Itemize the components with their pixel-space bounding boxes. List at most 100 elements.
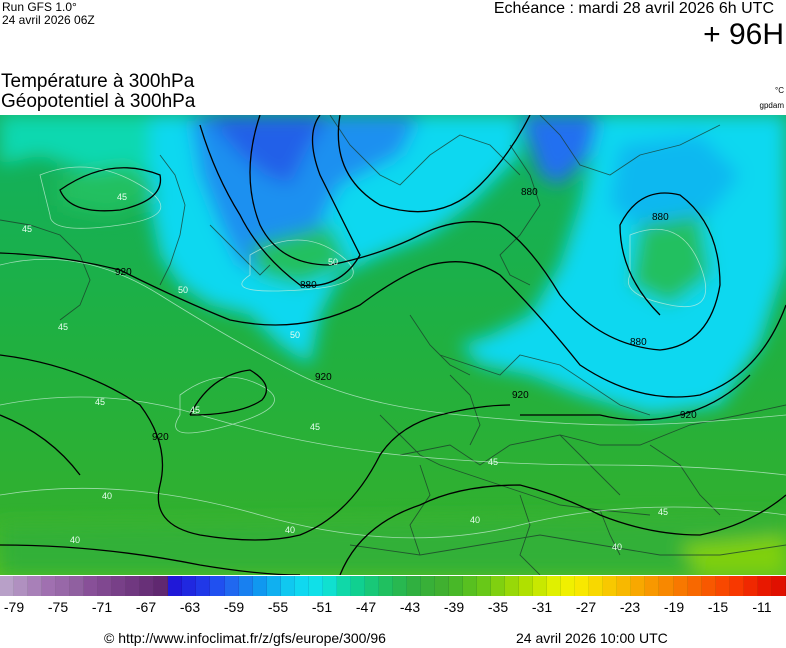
color-swatch	[701, 576, 716, 596]
scale-tick-label: -79	[3, 599, 25, 615]
isotherm-label: 40	[102, 491, 112, 501]
scale-tick-label: -27	[575, 599, 597, 615]
contour-label: 920	[152, 432, 169, 443]
scale-tick-label: -23	[619, 599, 641, 615]
scale-tick-label: -55	[267, 599, 289, 615]
contour-labels: 880 880 880 880 920 920 920 920 920	[115, 187, 697, 443]
generated-date: 24 avril 2026 10:00 UTC	[516, 630, 668, 646]
isotherm-label: 45	[22, 224, 32, 234]
scale-tick-label: -47	[355, 599, 377, 615]
color-swatch	[336, 576, 351, 596]
color-swatch	[294, 576, 309, 596]
color-swatch	[575, 576, 590, 596]
color-swatch	[196, 576, 211, 596]
contour-label: 880	[630, 337, 647, 348]
temperature-field	[0, 115, 786, 575]
color-swatch	[112, 576, 127, 596]
color-swatch	[491, 576, 506, 596]
isotherm-label: 45	[95, 397, 105, 407]
color-swatch	[729, 576, 744, 596]
color-swatch	[70, 576, 85, 596]
scale-tick-label: -43	[399, 599, 421, 615]
scale-tick-label: -11	[752, 599, 772, 615]
color-swatch	[364, 576, 379, 596]
color-swatch	[631, 576, 646, 596]
isotherm-label: 50	[290, 330, 300, 340]
color-swatch	[687, 576, 702, 596]
color-swatch	[378, 576, 393, 596]
color-swatch	[98, 576, 113, 596]
color-swatch	[168, 576, 183, 596]
color-swatch	[617, 576, 632, 596]
color-swatch	[308, 576, 323, 596]
temperature-isotherms	[0, 166, 786, 539]
color-swatch	[477, 576, 492, 596]
scale-tick-label: -31	[531, 599, 553, 615]
color-swatch	[84, 576, 99, 596]
isotherm-label: 40	[285, 525, 295, 535]
color-swatch	[14, 576, 29, 596]
isotherm-label: 45	[190, 405, 200, 415]
color-swatch	[519, 576, 534, 596]
country-borders	[0, 115, 786, 575]
scale-tick-label: -75	[47, 599, 69, 615]
contour-label: 880	[652, 212, 669, 223]
color-swatch	[715, 576, 730, 596]
color-swatch	[463, 576, 478, 596]
color-swatch	[280, 576, 295, 596]
color-swatch	[547, 576, 562, 596]
scale-tick-label: -59	[223, 599, 245, 615]
color-scale-bar	[0, 576, 786, 596]
forecast-lead-time: + 96H	[703, 18, 784, 51]
isotherm-label: 45	[658, 507, 668, 517]
color-swatch	[266, 576, 281, 596]
unit-geopotential: gpdam	[759, 101, 784, 110]
source-url[interactable]: © http://www.infoclimat.fr/z/gfs/europe/…	[104, 630, 386, 646]
contour-label: 920	[315, 372, 332, 383]
map-title-geopotential: Géopotentiel à 300hPa	[1, 91, 196, 112]
color-swatch	[603, 576, 618, 596]
scale-tick-label: -63	[179, 599, 201, 615]
isotherm-label: 40	[470, 515, 480, 525]
color-swatch	[154, 576, 169, 596]
valid-time: Echéance : mardi 28 avril 2026 6h UTC	[493, 0, 774, 17]
isotherm-label: 45	[58, 322, 68, 332]
color-swatch	[743, 576, 758, 596]
scale-tick-label: -35	[487, 599, 509, 615]
color-swatch	[659, 576, 674, 596]
contour-label: 920	[115, 267, 132, 278]
color-swatch	[406, 576, 421, 596]
color-swatch	[392, 576, 407, 596]
color-swatch	[56, 576, 71, 596]
contour-label: 920	[512, 390, 529, 401]
color-swatch	[673, 576, 688, 596]
color-swatch	[645, 576, 660, 596]
contour-label: 920	[680, 410, 697, 421]
scale-tick-label: -19	[663, 599, 685, 615]
isotherm-label: 45	[488, 457, 498, 467]
run-date: 24 avril 2026 06Z	[2, 13, 95, 27]
map-title-temperature: Température à 300hPa	[1, 71, 195, 92]
color-swatch	[42, 576, 57, 596]
isotherm-label: 40	[70, 535, 80, 545]
color-swatch	[434, 576, 449, 596]
model-run-label: Run GFS 1.0°	[2, 0, 77, 14]
color-swatch	[533, 576, 548, 596]
isotherm-label: 45	[310, 422, 320, 432]
scale-tick-label: -67	[135, 599, 157, 615]
geopotential-contours	[0, 115, 786, 575]
color-swatch	[449, 576, 464, 596]
color-swatch	[420, 576, 435, 596]
color-swatch	[210, 576, 225, 596]
color-swatch	[140, 576, 155, 596]
scale-tick-label: -15	[707, 599, 729, 615]
isotherm-label: 50	[328, 257, 338, 267]
color-swatch	[350, 576, 365, 596]
color-scale-ticks: -79 -75 -71 -67 -63 -59 -55 -51 -47 -43 -39 -35 -31 -…	[0, 599, 786, 619]
color-swatch	[126, 576, 141, 596]
contour-label: 880	[300, 280, 317, 291]
isotherm-label: 50	[178, 285, 188, 295]
color-swatch	[0, 576, 15, 596]
color-swatch	[224, 576, 239, 596]
scale-tick-label: -71	[91, 599, 113, 615]
